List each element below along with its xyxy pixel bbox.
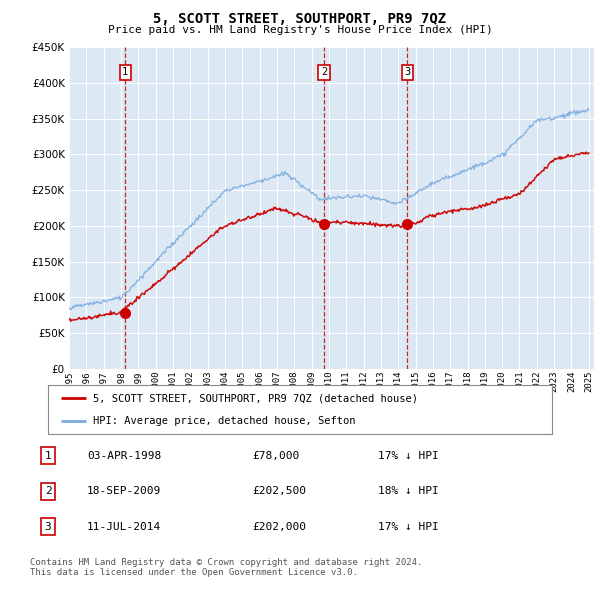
Text: 1: 1 — [122, 67, 128, 77]
Text: 03-APR-1998: 03-APR-1998 — [87, 451, 161, 461]
Text: 1: 1 — [44, 451, 52, 461]
Text: £78,000: £78,000 — [252, 451, 299, 461]
Text: 17% ↓ HPI: 17% ↓ HPI — [378, 451, 439, 461]
Text: 3: 3 — [44, 522, 52, 532]
Text: 11-JUL-2014: 11-JUL-2014 — [87, 522, 161, 532]
Text: 2: 2 — [44, 486, 52, 496]
Text: 5, SCOTT STREET, SOUTHPORT, PR9 7QZ: 5, SCOTT STREET, SOUTHPORT, PR9 7QZ — [154, 12, 446, 26]
Text: 2: 2 — [321, 67, 327, 77]
Text: 17% ↓ HPI: 17% ↓ HPI — [378, 522, 439, 532]
Text: £202,500: £202,500 — [252, 486, 306, 496]
Text: Contains HM Land Registry data © Crown copyright and database right 2024.
This d: Contains HM Land Registry data © Crown c… — [30, 558, 422, 577]
Text: HPI: Average price, detached house, Sefton: HPI: Average price, detached house, Seft… — [94, 415, 356, 425]
Text: 18-SEP-2009: 18-SEP-2009 — [87, 486, 161, 496]
Text: 3: 3 — [404, 67, 410, 77]
Text: £202,000: £202,000 — [252, 522, 306, 532]
Text: 18% ↓ HPI: 18% ↓ HPI — [378, 486, 439, 496]
Text: 5, SCOTT STREET, SOUTHPORT, PR9 7QZ (detached house): 5, SCOTT STREET, SOUTHPORT, PR9 7QZ (det… — [94, 394, 418, 404]
Text: Price paid vs. HM Land Registry's House Price Index (HPI): Price paid vs. HM Land Registry's House … — [107, 25, 493, 35]
